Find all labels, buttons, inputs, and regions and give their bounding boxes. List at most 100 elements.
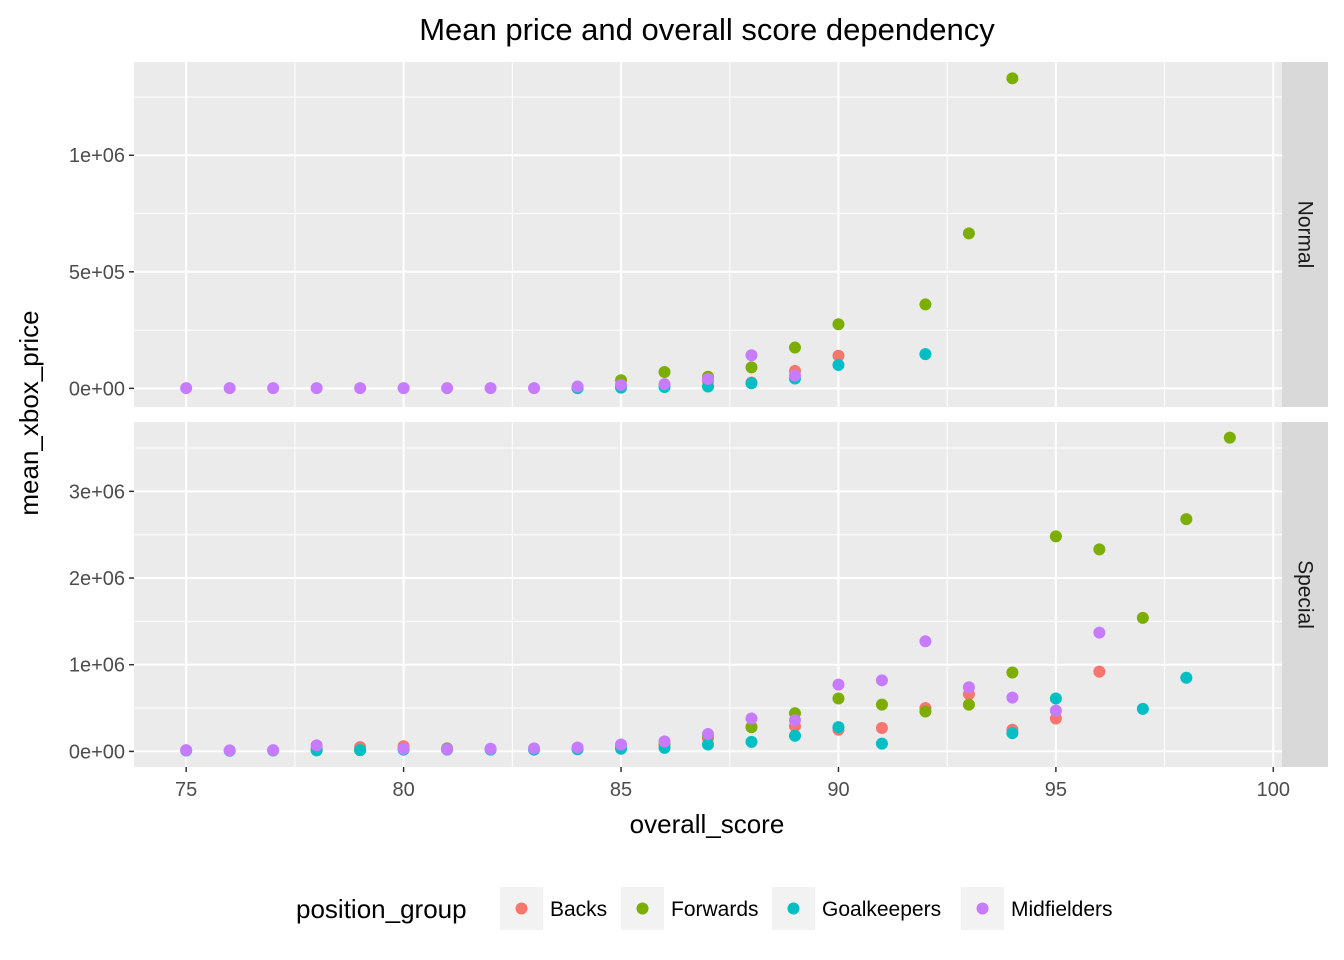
y-tick-label: 2e+06: [69, 568, 125, 590]
chart-title: Mean price and overall score dependency: [419, 12, 995, 47]
y-axis-title: mean_xbox_price: [14, 310, 44, 515]
data-point-midfielders: [615, 378, 628, 391]
data-point-goalkeepers: [1006, 727, 1019, 740]
data-point-midfielders: [267, 382, 280, 395]
legend-title: position_group: [296, 894, 467, 924]
data-point-backs: [875, 721, 888, 734]
data-point-goalkeepers: [875, 737, 888, 750]
facet-panels: 0e+00 5e+05 1e+06 Normal 0e+00 1e+06 2e+06 3e+0…: [69, 62, 1328, 767]
data-point-goalkeepers: [1049, 692, 1062, 705]
data-point-forwards: [1223, 431, 1236, 444]
y-tick-label: 0e+00: [69, 378, 125, 400]
data-point-midfielders: [441, 382, 454, 395]
x-axis-title: overall_score: [630, 809, 785, 839]
data-point-midfielders: [571, 741, 584, 754]
legend-marker-goalkeepers: [787, 902, 800, 915]
data-point-forwards: [658, 366, 671, 379]
data-point-midfielders: [528, 742, 541, 755]
y-tick-label: 3e+06: [69, 481, 125, 503]
data-point-midfielders: [354, 382, 367, 395]
data-point-midfielders: [919, 635, 932, 648]
data-point-forwards: [1136, 611, 1149, 624]
legend-label-midfielders: Midfielders: [1011, 898, 1113, 921]
data-point-midfielders: [223, 382, 236, 395]
x-axis: 75 80 85 90 95 100: [175, 767, 1290, 801]
data-point-midfielders: [615, 738, 628, 751]
x-tick-label: 75: [175, 779, 197, 801]
data-point-midfielders: [397, 382, 410, 395]
data-point-midfielders: [180, 744, 193, 757]
data-point-midfielders: [1093, 626, 1106, 639]
legend-label-forwards: Forwards: [671, 898, 759, 921]
legend: position_group Backs Forwards Goalkeepers M…: [296, 887, 1113, 930]
data-point-midfielders: [745, 349, 758, 362]
legend-label-goalkeepers: Goalkeepers: [822, 898, 941, 921]
data-point-midfielders: [397, 742, 410, 755]
data-point-goalkeepers: [832, 721, 845, 734]
data-point-midfielders: [832, 678, 845, 691]
data-point-forwards: [875, 698, 888, 711]
data-point-forwards: [1006, 666, 1019, 679]
data-point-midfielders: [267, 744, 280, 757]
data-point-midfielders: [702, 728, 714, 741]
data-point-midfielders: [745, 712, 758, 725]
data-point-forwards: [1180, 513, 1193, 526]
facet-strip: [1282, 62, 1328, 407]
data-point-forwards: [745, 721, 758, 734]
data-point-backs: [1093, 665, 1106, 678]
data-point-forwards: [745, 361, 758, 374]
facet-strip-label: Normal: [1294, 201, 1317, 269]
data-point-midfielders: [788, 369, 801, 382]
data-point-midfielders: [658, 735, 671, 748]
facet-strip-label: Special: [1294, 560, 1317, 629]
data-point-forwards: [919, 705, 932, 718]
data-point-midfielders: [310, 382, 323, 395]
x-tick-label: 85: [610, 779, 632, 801]
data-point-midfielders: [484, 382, 497, 395]
x-tick-label: 95: [1045, 779, 1067, 801]
data-point-goalkeepers: [702, 738, 714, 751]
data-point-midfielders: [484, 742, 497, 755]
legend-marker-backs: [515, 902, 528, 915]
data-point-midfielders: [571, 380, 584, 393]
x-tick-label: 90: [827, 779, 849, 801]
data-point-backs: [832, 349, 845, 362]
data-point-midfielders: [658, 378, 671, 391]
data-point-goalkeepers: [1136, 702, 1149, 715]
data-point-midfielders: [180, 382, 193, 395]
panel-background: [134, 422, 1282, 767]
x-tick-label: 80: [392, 779, 414, 801]
panel-special: 0e+00 1e+06 2e+06 3e+06 Special: [69, 422, 1328, 767]
data-point-midfielders: [441, 743, 454, 756]
data-point-goalkeepers: [832, 359, 845, 372]
data-point-midfielders: [310, 739, 323, 752]
data-point-midfielders: [875, 674, 888, 687]
data-point-goalkeepers: [745, 377, 758, 390]
data-point-forwards: [832, 318, 845, 331]
data-point-forwards: [1006, 72, 1019, 85]
data-point-forwards: [1093, 543, 1106, 556]
data-point-forwards: [919, 298, 932, 311]
data-point-goalkeepers: [354, 744, 367, 757]
y-tick-label: 5e+05: [69, 262, 125, 284]
facet-strip: [1282, 422, 1328, 767]
data-point-midfielders: [1006, 691, 1019, 704]
data-point-midfielders: [1049, 704, 1062, 717]
x-tick-label: 100: [1257, 779, 1290, 801]
data-point-goalkeepers: [1180, 671, 1193, 684]
data-point-midfielders: [223, 744, 236, 757]
data-point-goalkeepers: [788, 729, 801, 742]
data-point-midfielders: [702, 373, 714, 386]
data-point-goalkeepers: [745, 735, 758, 748]
panel-background: [134, 62, 1282, 407]
data-point-goalkeepers: [919, 348, 932, 361]
y-tick-label: 1e+06: [69, 655, 125, 677]
legend-marker-midfielders: [976, 902, 989, 915]
data-point-forwards: [962, 227, 975, 240]
legend-marker-forwards: [636, 902, 649, 915]
data-point-forwards: [962, 698, 975, 711]
legend-label-backs: Backs: [550, 898, 607, 921]
panel-normal: 0e+00 5e+05 1e+06 Normal: [69, 62, 1328, 407]
data-point-midfielders: [962, 681, 975, 694]
